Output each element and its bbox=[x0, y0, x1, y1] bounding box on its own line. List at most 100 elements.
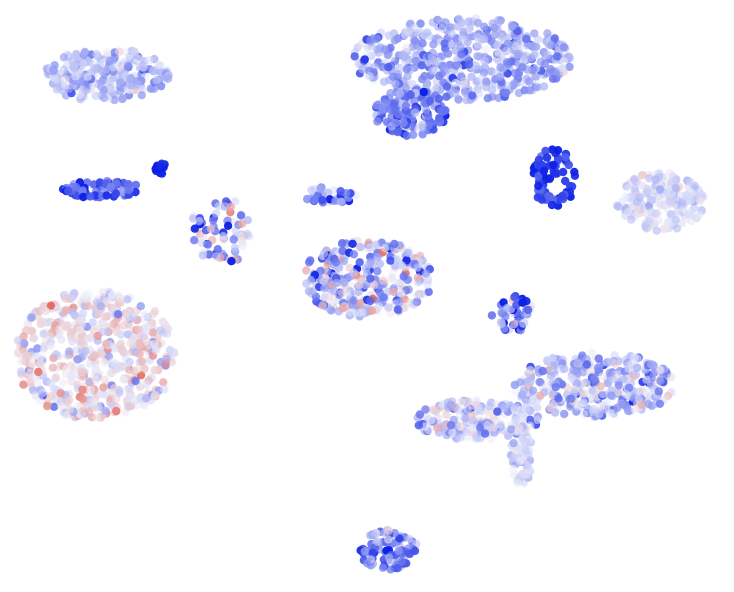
scatter-point-c12-449 bbox=[69, 372, 78, 381]
scatter-point-c5-170 bbox=[654, 172, 664, 182]
scatter-point-c2-120 bbox=[467, 72, 476, 82]
scatter-point-c1-218 bbox=[69, 63, 78, 72]
scatter-point-c2-400 bbox=[459, 27, 468, 37]
scatter-point-c12-546 bbox=[56, 389, 65, 398]
scatter-point-c12-460 bbox=[129, 333, 138, 342]
scatter-point-c10-311 bbox=[320, 277, 329, 287]
scatter-point-c12-498 bbox=[125, 384, 134, 393]
scatter-point-c12-545 bbox=[107, 290, 117, 299]
scatter-point-c12-551 bbox=[101, 339, 111, 349]
scatter-point-c6-61 bbox=[79, 192, 88, 202]
scatter-point-c12-506 bbox=[51, 350, 61, 359]
scatter-point-c2-218 bbox=[410, 36, 419, 45]
scatter-point-c8-39 bbox=[243, 229, 252, 239]
scatter-point-c8-30 bbox=[203, 240, 213, 249]
scatter-point-c15-59 bbox=[515, 456, 525, 466]
scatter-point-c7-13 bbox=[156, 161, 165, 171]
scatter-point-c2-465 bbox=[493, 24, 502, 34]
scatter-point-c2-161 bbox=[487, 85, 497, 95]
scatter-point-c2-408 bbox=[417, 61, 426, 70]
scatter-point-c9-20 bbox=[323, 188, 332, 197]
scatter-point-c2-479 bbox=[464, 60, 474, 69]
scatter-point-c13-292 bbox=[551, 382, 560, 392]
scatter-point-c12-346 bbox=[99, 390, 109, 399]
scatter-point-c13-233 bbox=[602, 397, 612, 406]
scatter-point-c13-155 bbox=[630, 353, 639, 362]
scatter-point-c3-88 bbox=[372, 101, 381, 110]
scatter-point-c3-130 bbox=[425, 96, 434, 106]
scatter-point-c8-52 bbox=[219, 235, 228, 244]
scatter-point-c2-476 bbox=[360, 55, 369, 64]
scatter-point-c13-314 bbox=[593, 363, 602, 372]
scatter-point-c5-181 bbox=[641, 222, 650, 232]
scatter-point-c14-138 bbox=[456, 398, 466, 407]
scatter-point-c4-40 bbox=[561, 153, 570, 162]
scatter-point-c3-103 bbox=[418, 130, 427, 139]
scatter-point-c12-413 bbox=[91, 375, 101, 384]
scatter-point-c14-174 bbox=[493, 407, 502, 416]
scatter-point-c2-167 bbox=[543, 29, 552, 38]
scatter-point-c2-403 bbox=[501, 88, 510, 98]
scatter-point-c6-63 bbox=[102, 191, 111, 200]
scatter-point-c14-172 bbox=[420, 422, 430, 431]
scatter-point-c8-65 bbox=[226, 202, 235, 212]
scatter-point-c5-152 bbox=[630, 183, 640, 193]
scatter-point-c14-198 bbox=[427, 415, 436, 425]
scatter-point-c10-94 bbox=[356, 242, 365, 252]
scatter-point-c1-259 bbox=[60, 81, 70, 90]
scatter-point-c12-532 bbox=[150, 365, 159, 375]
scatter-point-c2-456 bbox=[483, 94, 492, 103]
scatter-point-c12-384 bbox=[101, 406, 110, 416]
scatter-point-c1-205 bbox=[101, 65, 111, 75]
scatter-point-c2-471 bbox=[511, 42, 520, 51]
scatter-point-c14-178 bbox=[414, 421, 423, 430]
scatter-point-c14-190 bbox=[476, 423, 485, 432]
scatter-point-c12-557 bbox=[61, 322, 71, 332]
scatter-point-c2-395 bbox=[451, 78, 460, 88]
scatter-point-c12-523 bbox=[22, 325, 32, 334]
scatter-point-c2-341 bbox=[502, 58, 512, 67]
scatter-point-c12-295 bbox=[49, 402, 59, 411]
scatter-point-c5-176 bbox=[666, 199, 675, 208]
scatter-point-c13-280 bbox=[607, 357, 616, 366]
scatter-point-c13-315 bbox=[656, 376, 665, 385]
scatter-point-c1-194 bbox=[59, 53, 69, 62]
scatter-point-c12-437 bbox=[78, 385, 87, 394]
scatter-point-c1-238 bbox=[91, 91, 101, 101]
scatter-point-c14-197 bbox=[463, 404, 472, 413]
scatter-point-c13-269 bbox=[526, 366, 535, 375]
scatter-point-c10-318 bbox=[396, 288, 406, 298]
scatter-point-c12-511 bbox=[152, 346, 161, 355]
scatter-point-c2-464 bbox=[498, 64, 508, 73]
scatter-point-c5-186 bbox=[614, 202, 623, 211]
scatter-point-c13-319 bbox=[569, 366, 578, 375]
scatter-point-c2-462 bbox=[435, 71, 444, 81]
scatter-point-c10-273 bbox=[403, 248, 413, 258]
scatter-point-c12-509 bbox=[93, 310, 103, 319]
scatter-point-c12-389 bbox=[115, 388, 124, 398]
scatter-point-c2-344 bbox=[411, 56, 420, 66]
scatter-point-c4-60 bbox=[570, 167, 579, 177]
scatter-point-c12-524 bbox=[92, 364, 101, 373]
scatter-point-c13-229 bbox=[630, 405, 640, 414]
scatter-point-c12-502 bbox=[162, 354, 171, 364]
scatter-point-c8-59 bbox=[237, 219, 247, 228]
scatter-point-c2-189 bbox=[442, 92, 451, 102]
scatter-point-c12-466 bbox=[85, 359, 95, 368]
scatter-point-c2-422 bbox=[391, 79, 400, 88]
scatter-point-c3-132 bbox=[418, 120, 427, 129]
scatter-point-c14-177 bbox=[511, 416, 520, 425]
scatter-point-c1-243 bbox=[75, 90, 85, 99]
scatter-point-c2-458 bbox=[447, 40, 456, 50]
scatter-point-c2-435 bbox=[440, 39, 449, 48]
scatter-point-c10-228 bbox=[413, 291, 422, 300]
scatter-point-c13-299 bbox=[554, 394, 563, 403]
scatter-point-c13-325 bbox=[634, 394, 643, 404]
scatter-point-c12-508 bbox=[170, 348, 179, 357]
scatter-point-c5-132 bbox=[652, 226, 661, 235]
scatter-point-c9-7 bbox=[302, 194, 312, 204]
scatter-point-c10-287 bbox=[338, 304, 348, 313]
scatter-point-c14-158 bbox=[415, 410, 425, 419]
scatter-point-c12-559 bbox=[142, 394, 151, 403]
